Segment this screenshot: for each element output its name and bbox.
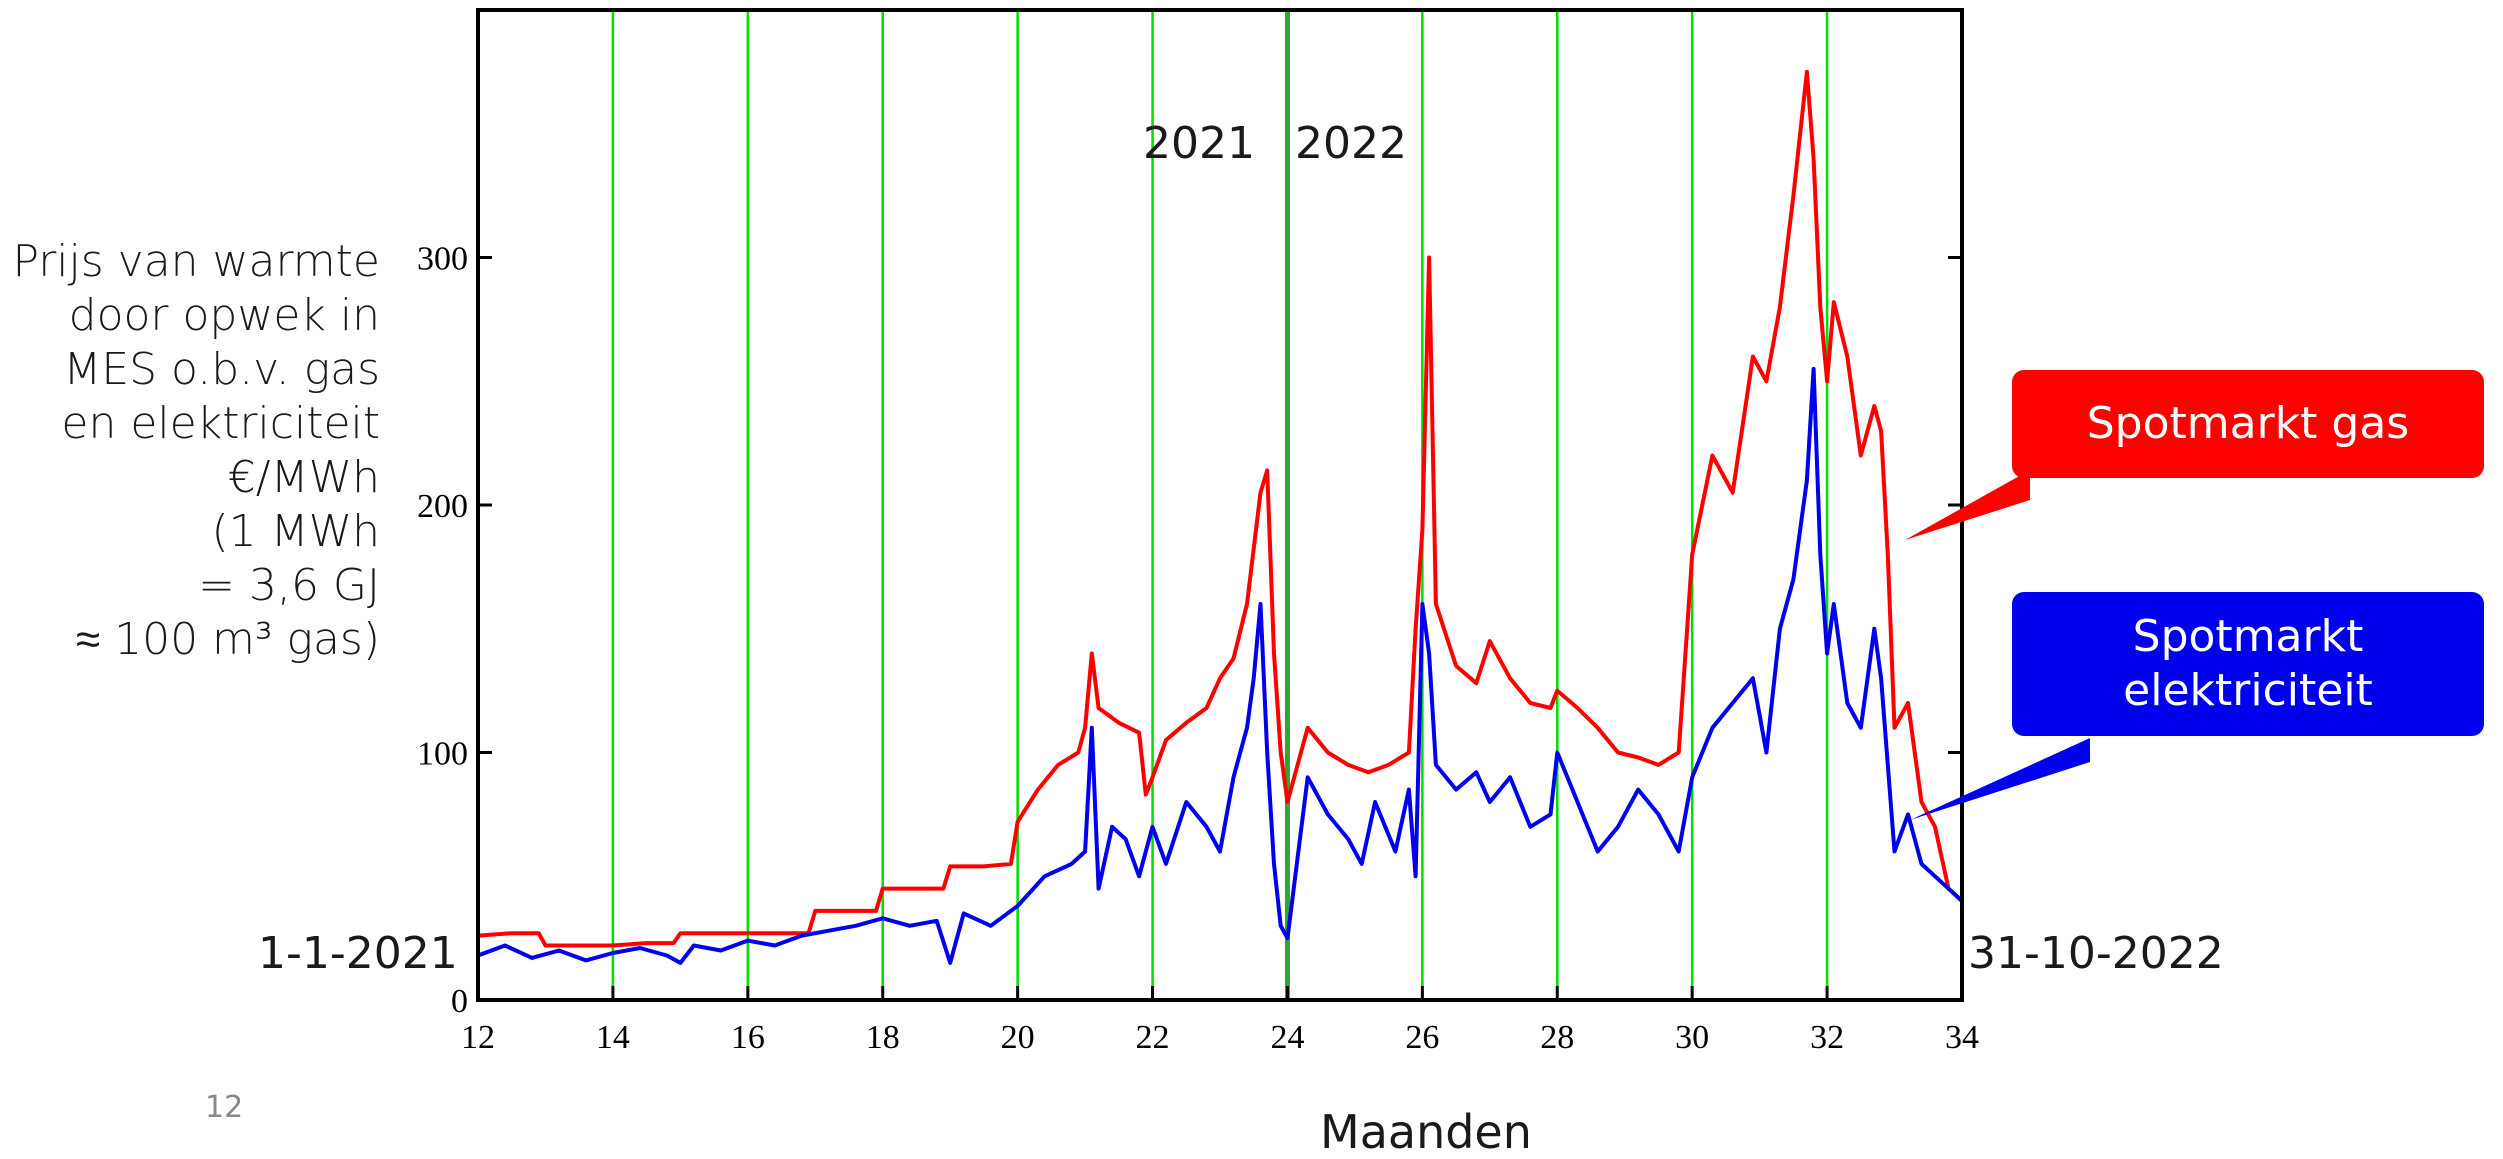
y-tick-label: 300	[417, 241, 468, 278]
year-2022-label: 2022	[1295, 118, 1407, 169]
y-axis-label-line: ≈ 100 m³ gas)	[0, 613, 380, 667]
end-date-label: 31-10-2022	[1968, 928, 2224, 979]
x-tick-label: 12	[461, 1019, 495, 1056]
callout-gas-label: Spotmarkt gas	[2087, 397, 2409, 451]
x-tick-label: 34	[1945, 1019, 1979, 1056]
series-line-gas	[478, 72, 1962, 946]
y-axis-label-line: €/MWh	[0, 451, 380, 505]
callout-elec-label-1: Spotmarkt	[2133, 610, 2364, 664]
callout-elec-pointer	[1910, 738, 2090, 820]
x-tick-label: 26	[1405, 1019, 1439, 1056]
slide-number: 12	[205, 1090, 243, 1125]
y-tick-label: 200	[417, 488, 468, 525]
x-tick-label: 14	[596, 1019, 630, 1056]
series-layer	[478, 72, 1962, 963]
x-tick-label: 30	[1675, 1019, 1709, 1056]
y-tick-label: 0	[451, 983, 468, 1020]
x-tick-label: 16	[731, 1019, 765, 1056]
x-tick-label: 28	[1540, 1019, 1574, 1056]
tick-labels: 12 14 16 18 20 22 24 26 28 30 32 34 0 100 200 300	[417, 241, 1979, 1057]
y-axis-label-line: en elektriciteit	[0, 397, 380, 451]
y-axis-label-line: = 3,6 GJ	[0, 559, 380, 613]
y-axis-label-line: door opwek in	[0, 289, 380, 343]
tick-marks	[478, 258, 1962, 1001]
y-axis-label-line: (1 MWh	[0, 505, 380, 559]
year-2021-label: 2021	[1143, 118, 1255, 169]
callout-gas-pointer	[1905, 470, 2030, 540]
x-tick-label: 18	[866, 1019, 900, 1056]
x-tick-label: 32	[1810, 1019, 1844, 1056]
callout-elec-label-2: elektriciteit	[2123, 664, 2373, 718]
x-tick-label: 22	[1136, 1019, 1170, 1056]
x-tick-label: 20	[1001, 1019, 1035, 1056]
y-axis-label-line: MES o.b.v. gas	[0, 343, 380, 397]
x-axis-label: Maanden	[1320, 1105, 1532, 1159]
start-date-label: 1-1-2021	[258, 928, 458, 979]
callout-spotmarkt-elektriciteit: Spotmarkt elektriciteit	[2012, 592, 2484, 736]
x-tick-label: 24	[1270, 1019, 1304, 1056]
y-tick-label: 100	[417, 736, 468, 773]
y-axis-label-line: Prijs van warmte	[0, 235, 380, 289]
callout-spotmarkt-gas: Spotmarkt gas	[2012, 370, 2484, 478]
